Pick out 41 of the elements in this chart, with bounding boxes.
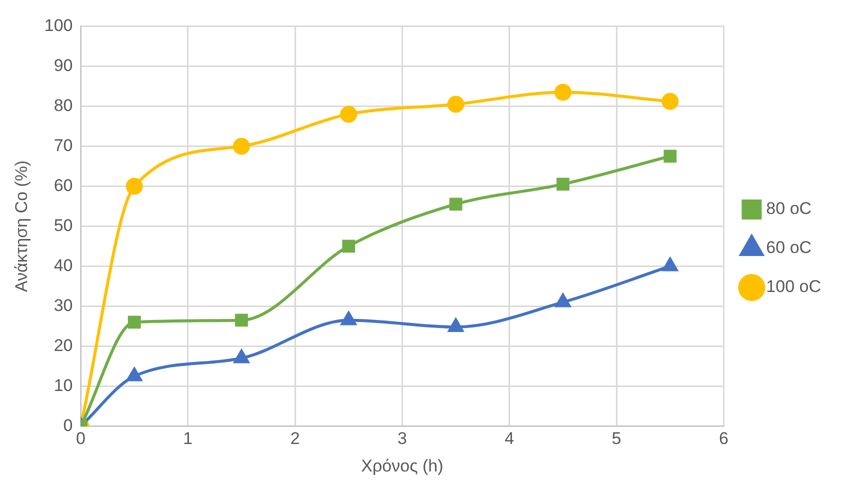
x-tick-label: 2 <box>290 429 300 448</box>
y-axis-title: Ανάκτηση Co (%) <box>12 160 31 292</box>
point <box>664 150 677 163</box>
x-tick-label: 6 <box>718 429 728 448</box>
legend-label: 100 oC <box>766 277 822 296</box>
y-tick-label: 50 <box>54 216 73 235</box>
point <box>128 316 141 329</box>
point <box>232 138 250 155</box>
x-tick-label: 4 <box>504 429 514 448</box>
y-tick-label: 30 <box>54 296 73 315</box>
point <box>662 92 679 110</box>
y-tick-label: 80 <box>54 96 73 115</box>
legend-label: 80 oC <box>766 199 812 218</box>
point <box>449 198 462 211</box>
point <box>340 106 358 123</box>
legend-label: 60 oC <box>766 238 812 258</box>
point <box>234 350 250 364</box>
y-tick-label: 0 <box>63 416 73 435</box>
y-tick-label: 70 <box>54 136 73 155</box>
point <box>342 240 356 253</box>
point <box>448 318 464 332</box>
point <box>126 178 143 195</box>
x-tick-label: 0 <box>76 429 86 448</box>
point <box>447 96 464 113</box>
point <box>662 258 678 272</box>
x-tick-label: 3 <box>397 429 407 448</box>
y-tick-label: 40 <box>54 256 73 275</box>
x-axis-title: Χρόνος (h) <box>361 456 444 476</box>
x-tick-label: 5 <box>612 429 622 448</box>
y-tick-label: 20 <box>54 336 73 355</box>
y-tick-label: 100 <box>44 16 73 35</box>
point <box>235 314 248 327</box>
point <box>126 368 142 382</box>
point <box>554 84 572 101</box>
y-tick-label: 60 <box>54 176 73 195</box>
y-tick-label: 90 <box>54 56 73 75</box>
point <box>341 312 356 326</box>
point <box>556 178 570 191</box>
point <box>555 294 571 308</box>
y-tick-label: 10 <box>54 376 73 395</box>
x-tick-label: 1 <box>183 429 193 448</box>
